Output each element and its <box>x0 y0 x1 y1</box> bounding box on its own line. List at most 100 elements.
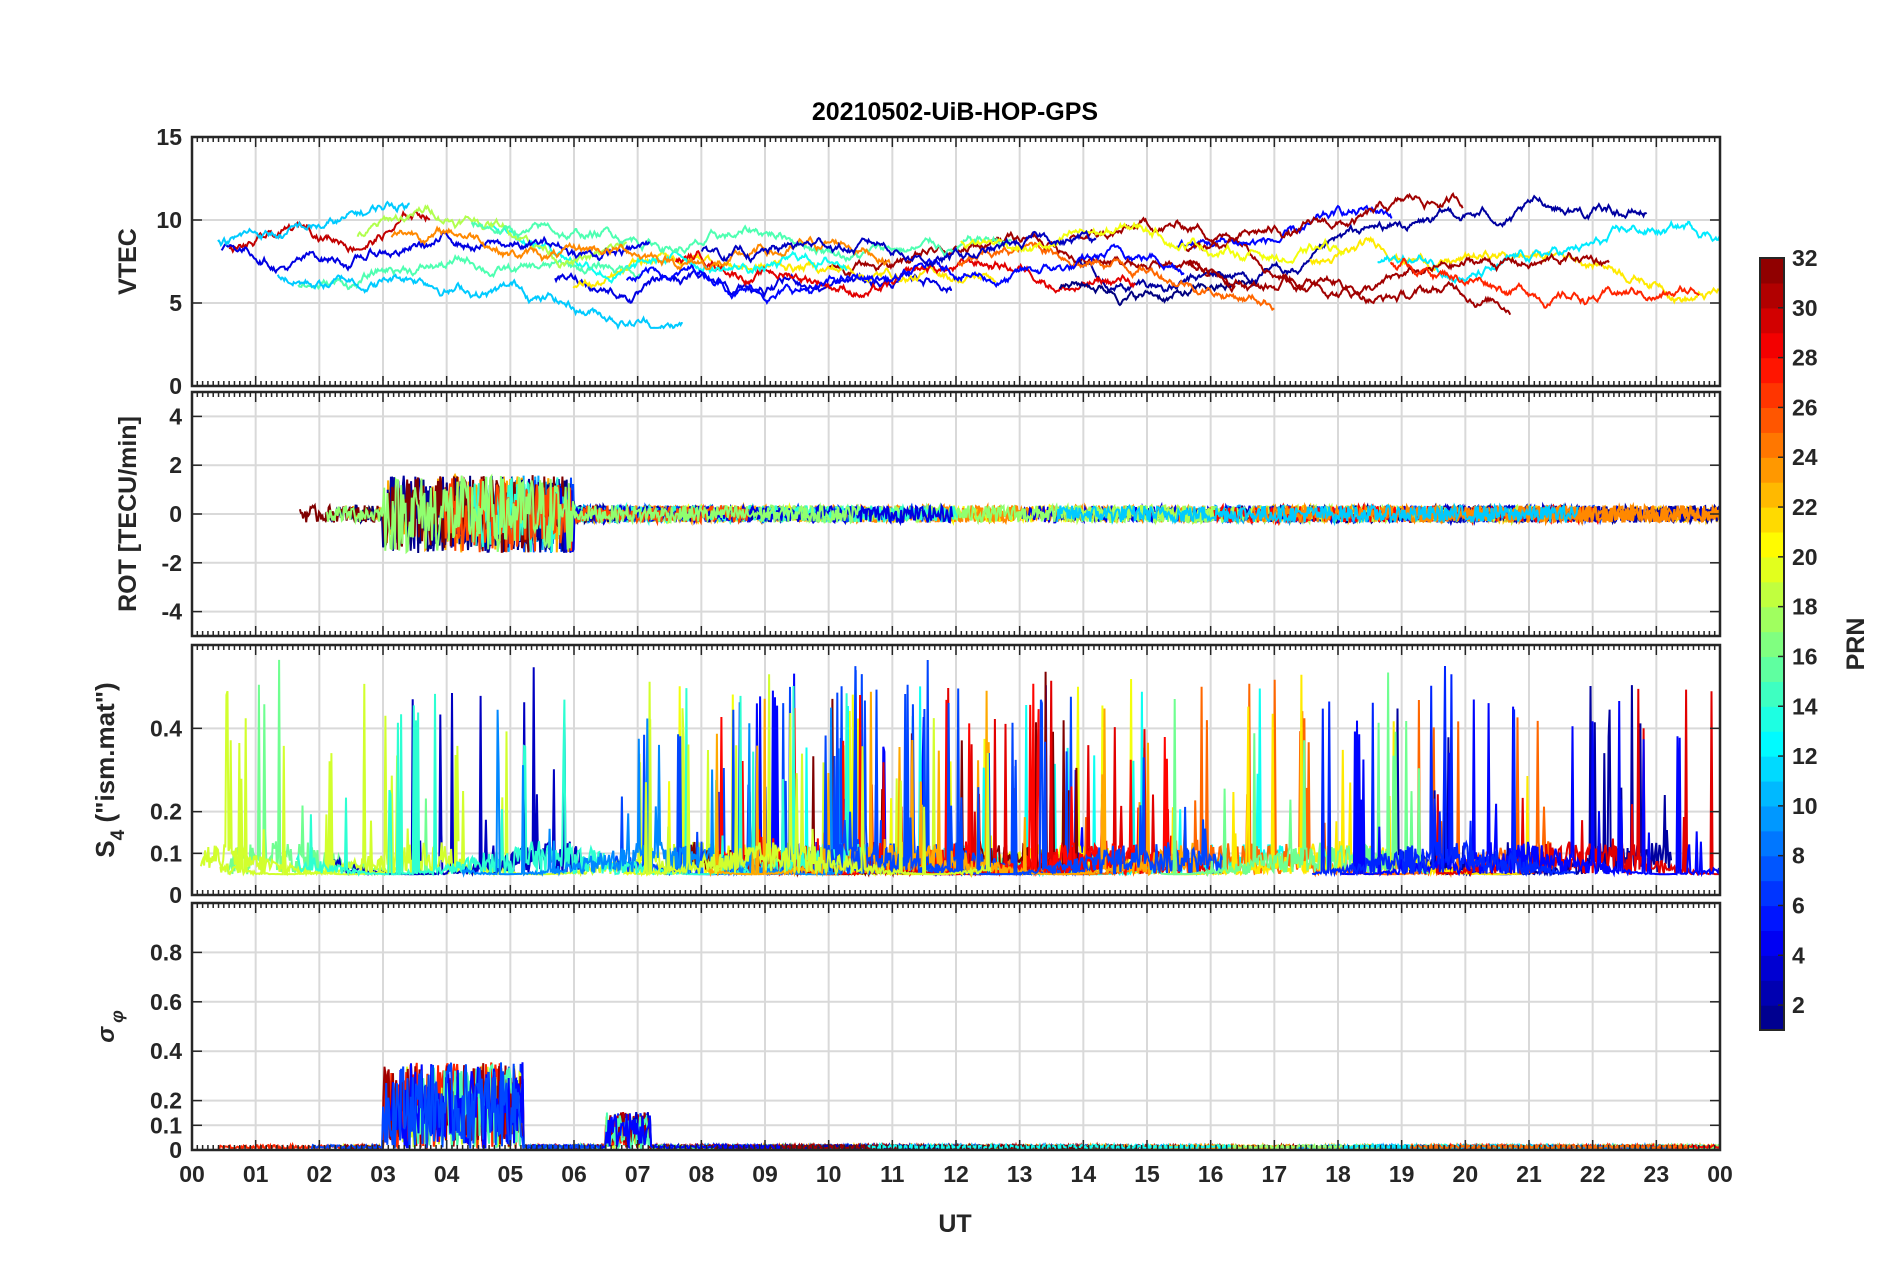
xtick-label: 07 <box>625 1161 651 1187</box>
panel-s4: 0 0.1 0.2 0.4 S4 ("ism.mat") <box>90 643 1722 908</box>
colorbar-segment <box>1760 482 1784 508</box>
vtec-trace-prn <box>491 222 848 285</box>
s4-ylabel-sub: 4 <box>108 829 129 840</box>
sigphi-ytick-label: 0 <box>169 1137 182 1163</box>
colorbar-tick-label: 26 <box>1792 394 1818 420</box>
colorbar-segment <box>1760 830 1784 857</box>
xtick-label: 16 <box>1198 1161 1224 1187</box>
colorbar-segment <box>1760 432 1784 458</box>
rot-ytick-label: 2 <box>169 452 182 478</box>
xtick-label: 19 <box>1389 1161 1415 1187</box>
vtec-trace-prn <box>470 221 1012 263</box>
chart-title: 20210502-UiB-HOP-GPS <box>812 98 1098 126</box>
vtec-ytick-label: 15 <box>156 124 182 150</box>
rot-ytick-label: -2 <box>162 550 182 576</box>
colorbar-segment <box>1760 581 1784 608</box>
vtec-trace-prn <box>356 204 628 269</box>
vtec-trace-prn <box>217 200 410 248</box>
colorbar-segment <box>1760 905 1784 931</box>
s4-trace-prn <box>637 674 992 878</box>
s4-trace-prn <box>295 685 867 877</box>
sigphi-ytick-label: 0.4 <box>150 1038 182 1064</box>
rot-ytick-label: 0 <box>169 501 182 527</box>
vtec-trace-prn <box>220 231 651 275</box>
vtec-traces <box>217 191 1720 331</box>
colorbar-tick-label: 20 <box>1792 544 1818 570</box>
colorbar-segment <box>1760 332 1784 359</box>
colorbar-segment <box>1760 930 1784 956</box>
colorbar-segment <box>1760 1005 1784 1031</box>
xtick-label: 03 <box>370 1161 396 1187</box>
xtick-label: 20 <box>1453 1161 1479 1187</box>
xtick-label: 01 <box>243 1161 269 1187</box>
vtec-trace-prn <box>1069 216 1512 316</box>
xtick-label: 06 <box>561 1161 587 1187</box>
rot-ytick-label: -4 <box>162 599 183 625</box>
xtick-label: 17 <box>1262 1161 1288 1187</box>
vtec-trace-prn <box>1077 194 1648 294</box>
sigphi-ylabel-main: σ <box>93 1026 120 1043</box>
panel-rot: -4 -2 0 2 4 ROT [TECU/min] <box>114 390 1722 638</box>
colorbar-segment <box>1760 980 1784 1006</box>
xtick-label: 14 <box>1071 1161 1097 1187</box>
vtec-trace-prn <box>1187 251 1610 296</box>
colorbar-tick-label: 6 <box>1792 892 1805 918</box>
colorbar-segment <box>1760 407 1784 433</box>
s4-traces <box>199 659 1720 879</box>
xtick-label: 15 <box>1134 1161 1160 1187</box>
colorbar-tick-label: 16 <box>1792 643 1818 669</box>
colorbar-segment <box>1760 382 1784 409</box>
xtick-label: 04 <box>434 1161 460 1187</box>
xtick-label: 08 <box>689 1161 715 1187</box>
vtec-trace-prn <box>957 241 1275 312</box>
s4-ylabel-rest: ("ism.mat") <box>90 682 120 829</box>
rot-ylabel: ROT [TECU/min] <box>114 416 142 612</box>
sigphi-traces <box>217 1062 1720 1150</box>
colorbar-segment <box>1760 780 1784 807</box>
vtec-trace-prn <box>1389 257 1700 309</box>
colorbar-tick-label: 18 <box>1792 594 1818 620</box>
colorbar-segment <box>1760 631 1784 658</box>
panel-sigphi: 00.10.2 0.4 0.6 0.8 σφ 00 01 02 03 04 05 06 07 08 09 10… <box>93 901 1733 1187</box>
colorbar-segment <box>1760 556 1784 583</box>
colorbar-segment <box>1760 258 1784 284</box>
sigphi-ytick-label: 0.1 <box>150 1112 182 1138</box>
vtec-trace-prn <box>1309 235 1720 305</box>
xtick-label: 22 <box>1580 1161 1606 1187</box>
colorbar-segment <box>1760 731 1784 757</box>
sigphi-axes-box <box>190 901 1722 1152</box>
colorbar-tick-label: 22 <box>1792 494 1818 520</box>
colorbar-tick-label: 28 <box>1792 345 1818 371</box>
vtec-trace-prn <box>1184 191 1464 253</box>
colorbar-box <box>1759 257 1785 1031</box>
colorbar-segment <box>1760 282 1784 309</box>
vtec-trace-prn <box>276 273 683 331</box>
vtec-trace-prn <box>700 229 1097 268</box>
xtick-label: 13 <box>1007 1161 1033 1187</box>
rot-traces <box>298 472 1720 555</box>
xtick-label: 10 <box>816 1161 842 1187</box>
xtick-label: 18 <box>1325 1161 1351 1187</box>
colorbar-tick-label: 12 <box>1792 743 1818 769</box>
xtick-label: 05 <box>498 1161 524 1187</box>
vtec-axes-box <box>190 135 1722 388</box>
xtick-label: 09 <box>752 1161 778 1187</box>
colorbar-tick-label: 10 <box>1792 793 1818 819</box>
colorbar-segment <box>1760 457 1784 483</box>
colorbar-segment <box>1760 805 1784 832</box>
vtec-trace-prn <box>674 250 1136 299</box>
sigphi-ytick-label: 0.6 <box>150 989 182 1015</box>
s4-ytick-label: 0 <box>169 882 182 908</box>
colorbar-segment <box>1760 706 1784 732</box>
sigphi-grid <box>192 903 1720 1150</box>
colorbar-segment <box>1760 531 1784 558</box>
sigphi-ytick-label: 0.8 <box>150 939 182 965</box>
colorbar-tick-label: 4 <box>1792 942 1805 968</box>
s4-trace-prn <box>1311 665 1577 878</box>
xtick-label: 00 <box>1707 1161 1733 1187</box>
colorbar-tick-label: 8 <box>1792 843 1805 869</box>
rot-trace-prn <box>1056 502 1579 527</box>
